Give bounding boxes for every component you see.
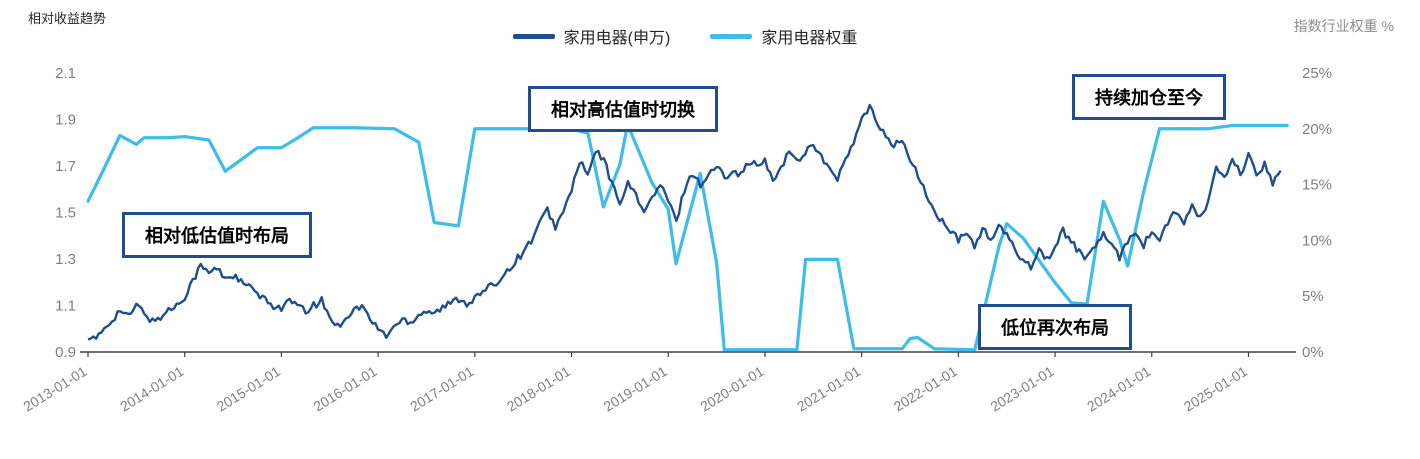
x-tick-label: 2017-01-01 <box>407 363 476 415</box>
legend-label-weight: 家用电器权重 <box>761 30 858 47</box>
x-tick-label: 2022-01-01 <box>891 363 960 415</box>
right-tick-label: 5% <box>1302 288 1324 305</box>
annotation-box: 持续加仓至今 <box>1072 74 1226 120</box>
right-tick-label: 0% <box>1302 344 1324 361</box>
x-tick-label: 2021-01-01 <box>794 363 863 415</box>
left-tick-label: 2.1 <box>55 65 76 82</box>
chart-legend: 家用电器(申万) 家用电器权重 <box>90 24 1280 48</box>
left-tick-label: 1.1 <box>55 298 76 315</box>
legend-label-return: 家用电器(申万) <box>563 30 671 47</box>
right-tick-label: 20% <box>1302 121 1332 138</box>
legend-item-weight: 家用电器权重 <box>710 24 857 48</box>
x-tick-label: 2024-01-01 <box>1084 363 1153 415</box>
legend-item-return: 家用电器(申万) <box>512 24 671 48</box>
x-tick-label: 2016-01-01 <box>310 363 379 415</box>
left-axis-title: 相对收益趋势 <box>28 11 107 26</box>
x-tick-label: 2020-01-01 <box>697 363 766 415</box>
x-tick-label: 2019-01-01 <box>601 363 670 415</box>
x-tick-label: 2018-01-01 <box>504 363 573 415</box>
x-tick-label: 2023-01-01 <box>987 363 1056 415</box>
annotation-box: 相对高估值时切换 <box>528 86 718 132</box>
left-tick-label: 1.9 <box>55 112 76 129</box>
right-axis-title: 指数行业权重 % <box>1293 18 1394 34</box>
return-series-line <box>87 103 1282 341</box>
left-tick-label: 1.5 <box>55 205 76 222</box>
annotation-box: 低位再次布局 <box>978 304 1132 350</box>
left-tick-label: 1.3 <box>55 251 76 268</box>
left-tick-label: 1.7 <box>55 158 76 175</box>
weight-series-swatch <box>710 33 753 39</box>
x-tick-label: 2014-01-01 <box>117 363 186 415</box>
weight-series-line <box>86 122 1289 352</box>
left-tick-label: 0.9 <box>55 344 76 361</box>
x-tick-label: 2025-01-01 <box>1181 363 1250 415</box>
return-series-swatch <box>512 33 555 39</box>
right-tick-label: 15% <box>1302 177 1332 194</box>
x-tick-label: 2013-01-01 <box>20 363 89 415</box>
right-tick-label: 10% <box>1302 232 1332 249</box>
right-tick-label: 25% <box>1302 65 1332 82</box>
x-tick-label: 2015-01-01 <box>214 363 283 415</box>
annotation-box: 相对低估值时布局 <box>122 212 312 258</box>
